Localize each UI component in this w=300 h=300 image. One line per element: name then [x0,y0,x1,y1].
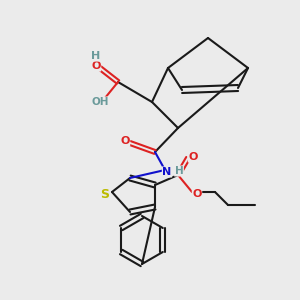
Text: H: H [92,51,100,61]
Text: OH: OH [91,97,109,107]
Text: O: O [192,189,202,199]
Text: H: H [175,166,183,176]
Text: O: O [120,136,130,146]
Text: O: O [91,61,101,71]
Text: O: O [188,152,198,162]
Text: N: N [162,167,172,177]
Text: S: S [100,188,109,202]
